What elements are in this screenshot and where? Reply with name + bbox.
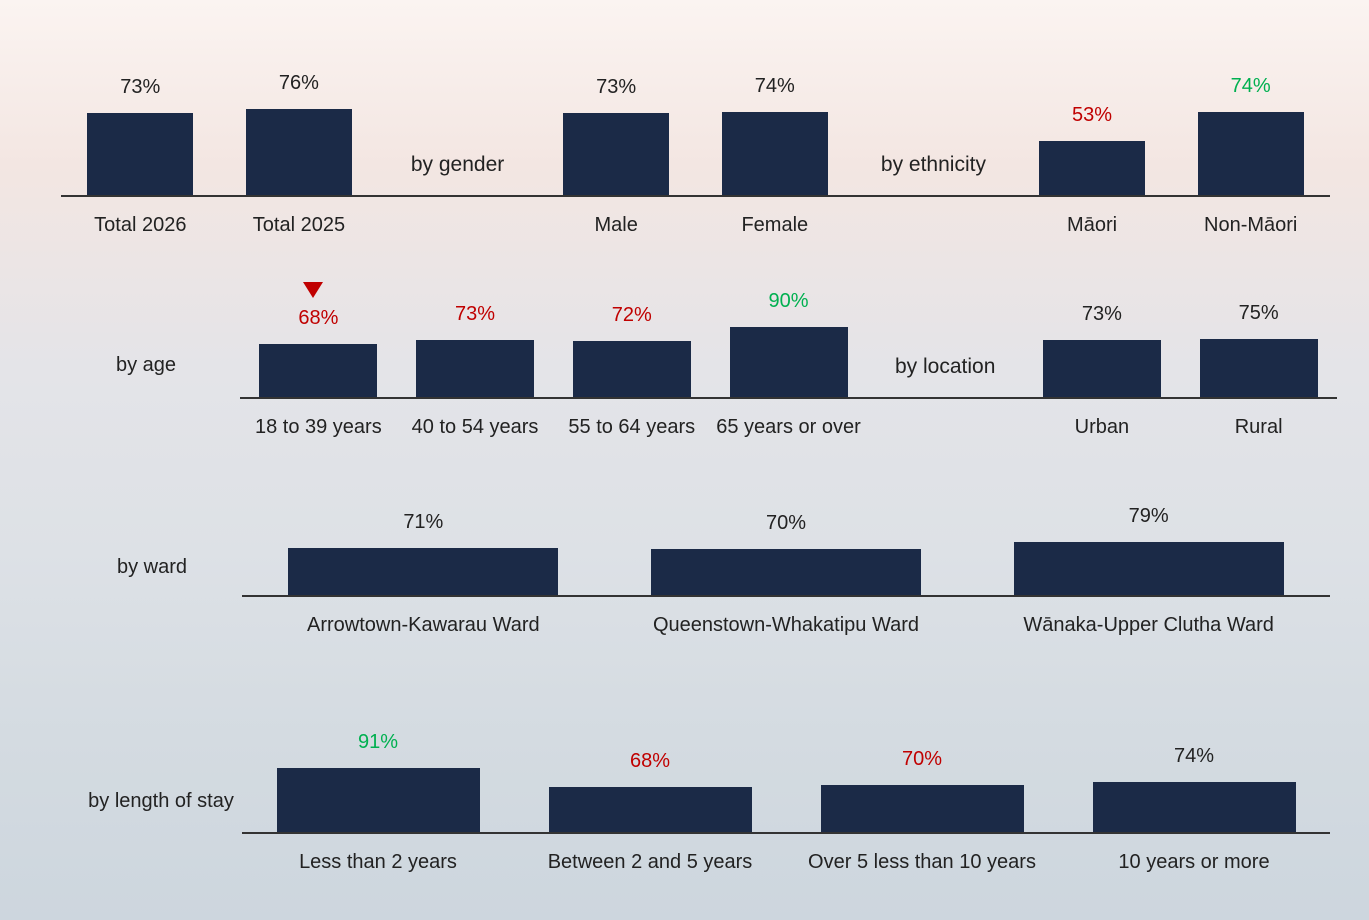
bar — [1014, 542, 1284, 595]
x-tick-label: Total 2026 — [61, 213, 220, 237]
x-tick-label: Urban — [1024, 415, 1181, 439]
value-label: 71% — [363, 510, 483, 534]
bar — [1039, 141, 1145, 195]
bar — [246, 109, 352, 195]
bar — [563, 113, 669, 195]
value-label: 73% — [1042, 302, 1162, 326]
section-label: by gender — [378, 153, 538, 177]
row-label: by age — [66, 341, 226, 389]
bar — [821, 785, 1024, 832]
bar — [730, 327, 848, 397]
x-tick-label: Total 2025 — [220, 213, 379, 237]
x-tick-label: Queenstown-Whakatipu Ward — [605, 613, 968, 637]
value-label: 68% — [258, 306, 378, 330]
bar — [722, 112, 828, 195]
value-label: 73% — [415, 302, 535, 326]
value-label: 90% — [729, 289, 849, 313]
value-label: 91% — [318, 730, 438, 754]
x-tick-label: Over 5 less than 10 years — [786, 850, 1058, 874]
row-label: by length of stay — [81, 777, 241, 825]
section-label: by ethnicity — [853, 153, 1013, 177]
axis-line — [61, 195, 1330, 197]
decrease-marker — [303, 282, 323, 298]
bar — [1200, 339, 1318, 398]
value-label: 68% — [590, 749, 710, 773]
value-label: 53% — [1032, 103, 1152, 127]
x-tick-label: 65 years or over — [710, 415, 867, 439]
bar — [259, 344, 377, 397]
value-label: 70% — [726, 511, 846, 535]
value-label: 74% — [1191, 74, 1311, 98]
bar — [1043, 340, 1161, 397]
axis-line — [242, 832, 1330, 834]
x-tick-label: Less than 2 years — [242, 850, 514, 874]
bar — [651, 549, 921, 595]
x-tick-label: Rural — [1180, 415, 1337, 439]
value-label: 73% — [80, 75, 200, 99]
x-tick-label: 55 to 64 years — [553, 415, 710, 439]
x-tick-label: Arrowtown-Kawarau Ward — [242, 613, 605, 637]
x-tick-label: Non-Māori — [1171, 213, 1330, 237]
x-tick-label: Between 2 and 5 years — [514, 850, 786, 874]
bar — [1093, 782, 1296, 832]
axis-line — [242, 595, 1330, 597]
value-label: 74% — [715, 74, 835, 98]
axis-line — [240, 397, 1337, 399]
value-label: 74% — [1134, 744, 1254, 768]
bar — [87, 113, 193, 195]
bar — [549, 787, 752, 832]
bar — [277, 768, 480, 832]
x-tick-label: 40 to 54 years — [397, 415, 554, 439]
value-label: 76% — [239, 71, 359, 95]
bar — [573, 341, 691, 397]
x-tick-label: Māori — [1013, 213, 1172, 237]
value-label: 73% — [556, 75, 676, 99]
section-label: by location — [865, 355, 1025, 379]
row-label: by ward — [72, 543, 232, 591]
x-tick-label: Wānaka-Upper Clutha Ward — [967, 613, 1330, 637]
x-tick-label: Male — [537, 213, 696, 237]
bar — [1198, 112, 1304, 195]
x-tick-label: 10 years or more — [1058, 850, 1330, 874]
bar — [288, 548, 558, 595]
bar — [416, 340, 534, 397]
value-label: 79% — [1089, 504, 1209, 528]
x-tick-label: 18 to 39 years — [240, 415, 397, 439]
value-label: 75% — [1199, 301, 1319, 325]
slide: Total 2026 73% Total 2025 76% by gender Male 7… — [0, 0, 1369, 920]
x-tick-label: Female — [696, 213, 855, 237]
value-label: 70% — [862, 747, 982, 771]
value-label: 72% — [572, 303, 692, 327]
